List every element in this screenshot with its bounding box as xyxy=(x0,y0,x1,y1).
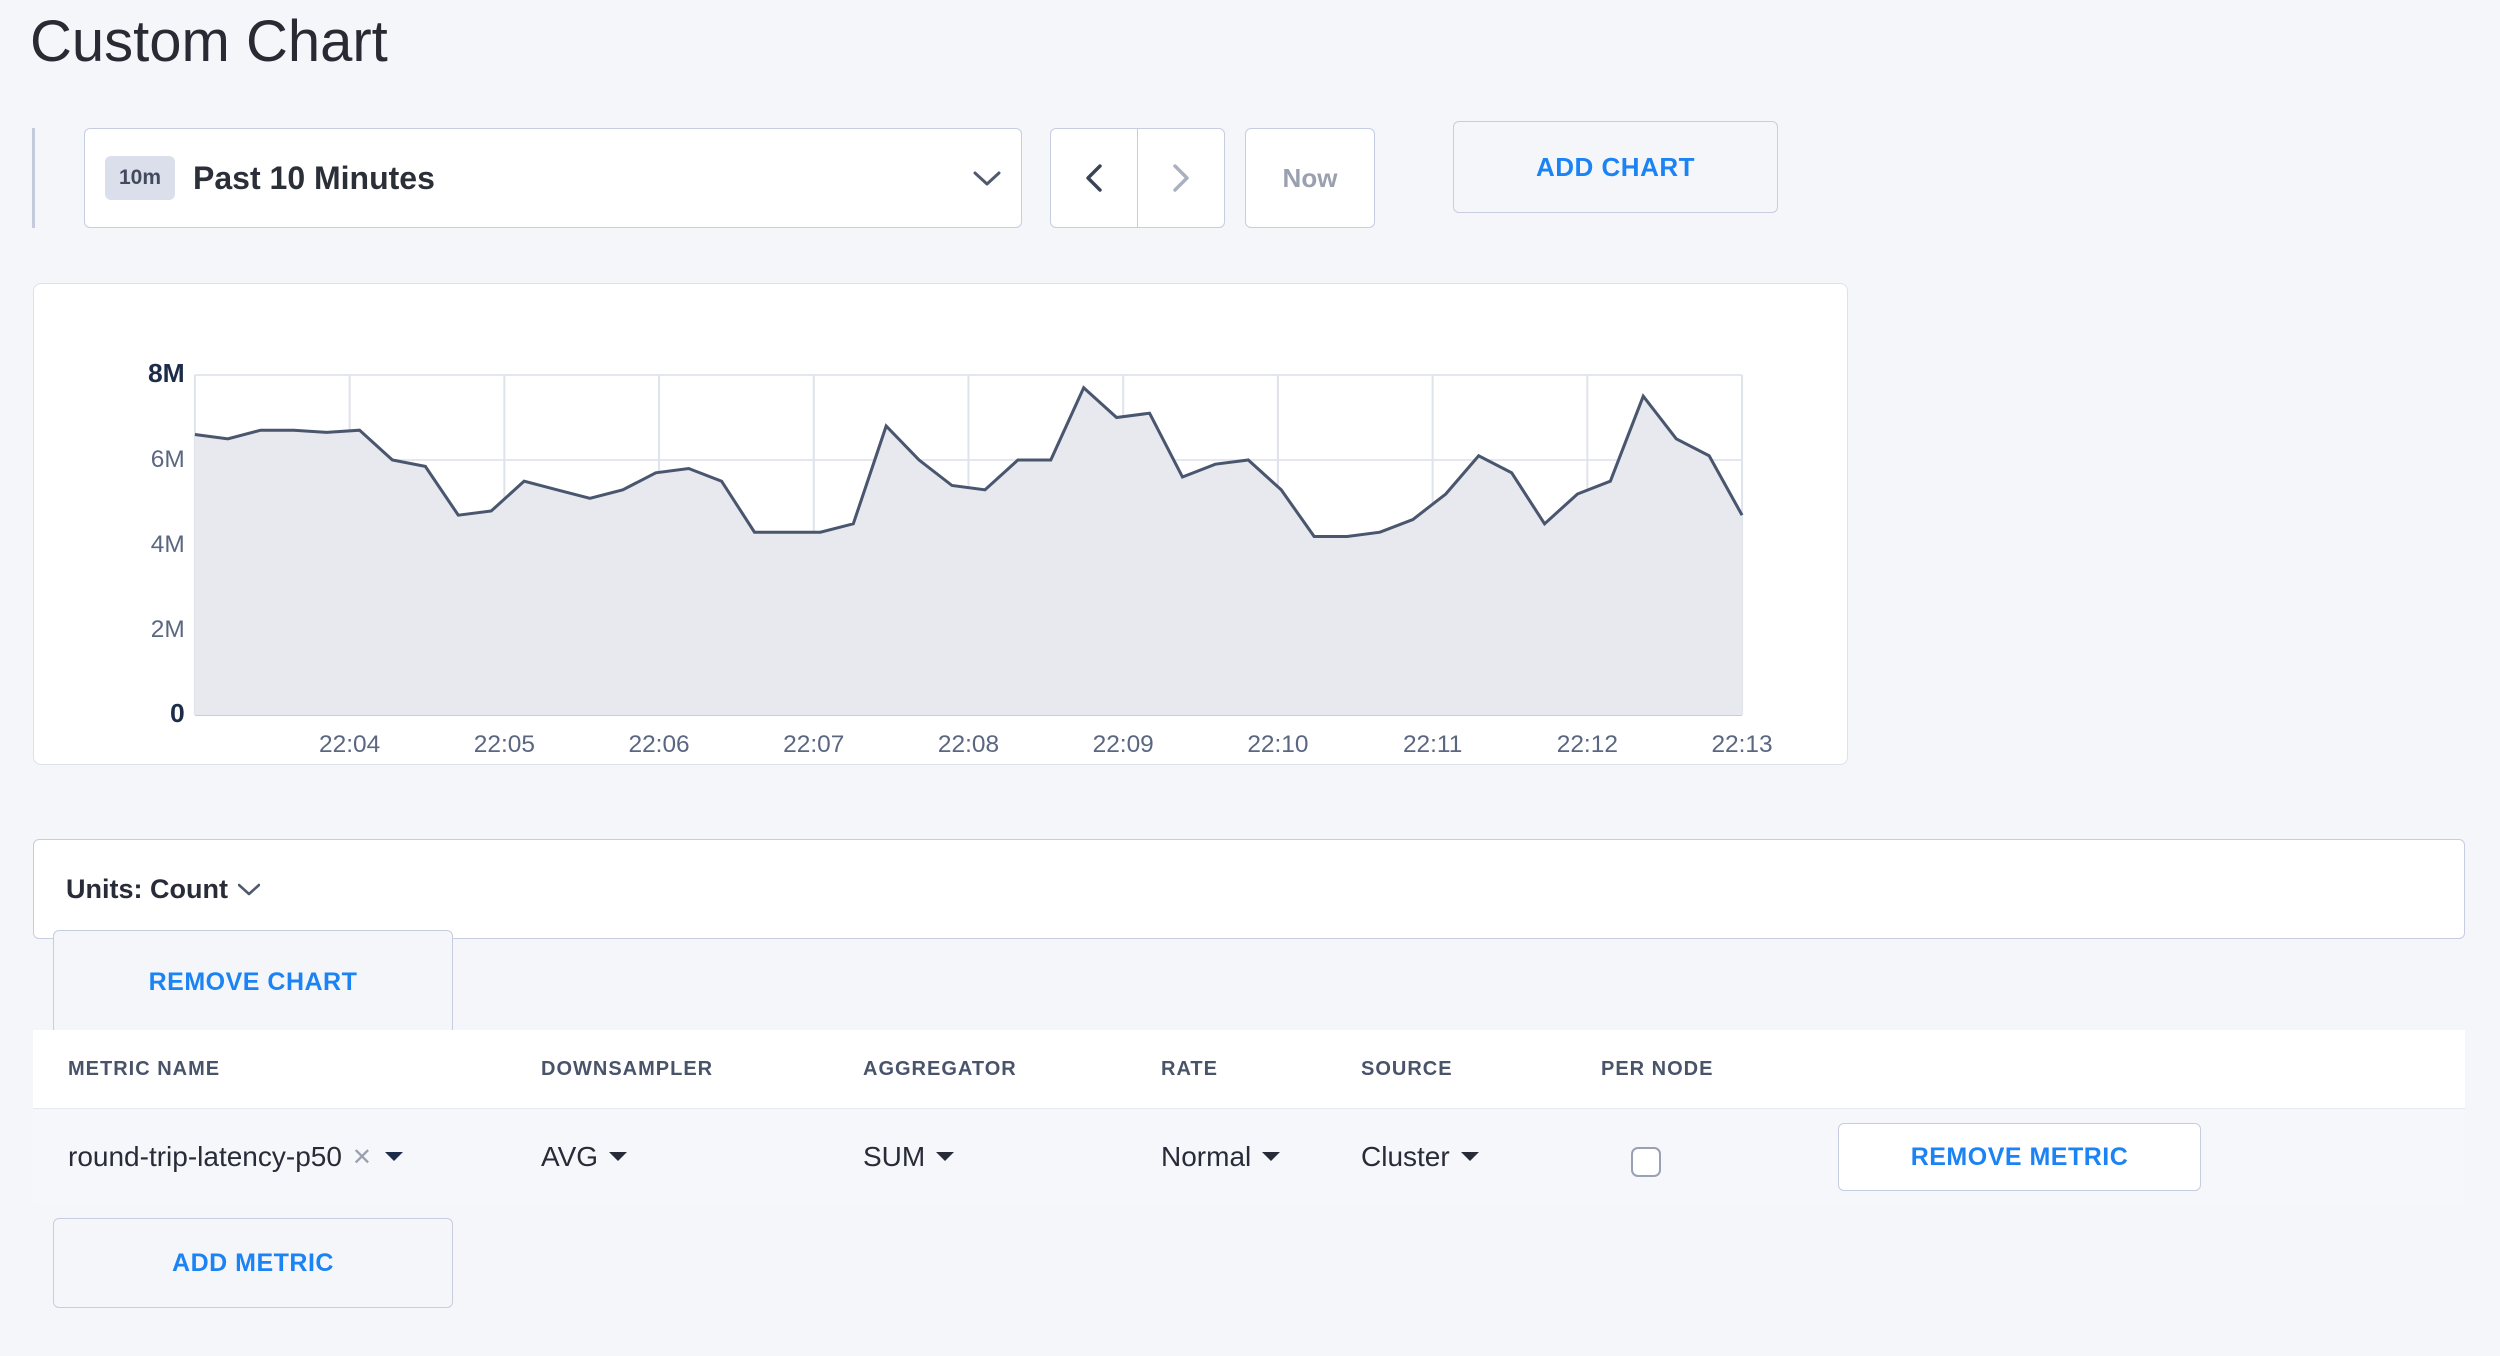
svg-text:22:08: 22:08 xyxy=(938,731,999,758)
svg-text:22:04: 22:04 xyxy=(319,731,380,758)
svg-text:22:05: 22:05 xyxy=(474,731,535,758)
svg-text:22:07: 22:07 xyxy=(783,731,844,758)
svg-text:4M: 4M xyxy=(151,531,185,558)
svg-text:22:12: 22:12 xyxy=(1557,731,1618,758)
svg-text:8M: 8M xyxy=(148,358,185,388)
svg-text:2M: 2M xyxy=(151,616,185,643)
svg-text:22:09: 22:09 xyxy=(1093,731,1154,758)
svg-text:0: 0 xyxy=(170,698,185,728)
svg-text:22:11: 22:11 xyxy=(1403,731,1462,758)
svg-text:22:10: 22:10 xyxy=(1247,731,1308,758)
svg-text:22:06: 22:06 xyxy=(628,731,689,758)
svg-text:22:13: 22:13 xyxy=(1711,731,1772,758)
svg-text:6M: 6M xyxy=(151,446,185,473)
